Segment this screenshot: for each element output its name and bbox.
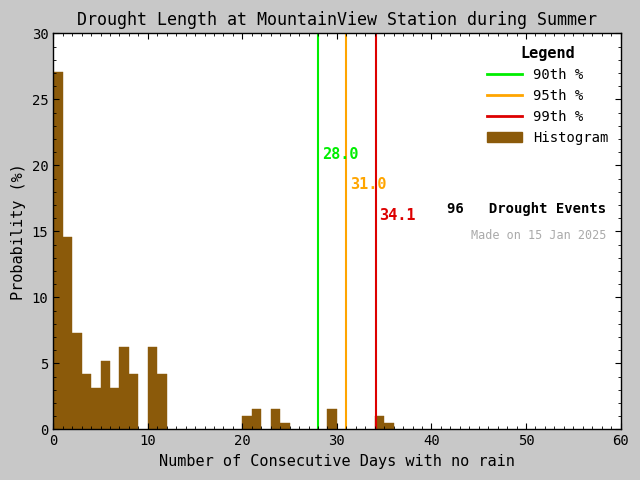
Bar — [157, 374, 167, 430]
Bar — [72, 333, 82, 430]
Bar — [148, 347, 157, 430]
Bar — [120, 347, 129, 430]
Text: Made on 15 Jan 2025: Made on 15 Jan 2025 — [471, 229, 606, 242]
Bar — [110, 388, 120, 430]
Bar — [328, 409, 337, 430]
Bar — [243, 416, 252, 430]
Legend: 90th %, 95th %, 99th %, Histogram: 90th %, 95th %, 99th %, Histogram — [481, 40, 614, 150]
Text: 34.1: 34.1 — [380, 207, 416, 223]
Bar — [100, 360, 110, 430]
Text: 31.0: 31.0 — [350, 177, 387, 192]
Bar — [252, 409, 261, 430]
Bar — [63, 237, 72, 430]
X-axis label: Number of Consecutive Days with no rain: Number of Consecutive Days with no rain — [159, 454, 515, 469]
Bar — [82, 374, 91, 430]
Bar — [384, 422, 394, 430]
Bar — [271, 409, 280, 430]
Bar — [280, 422, 290, 430]
Bar — [91, 388, 100, 430]
Bar — [129, 374, 138, 430]
Bar — [374, 416, 384, 430]
Y-axis label: Probability (%): Probability (%) — [11, 163, 26, 300]
Bar — [53, 72, 63, 430]
Text: 96   Drought Events: 96 Drought Events — [447, 202, 606, 216]
Text: 28.0: 28.0 — [322, 147, 358, 162]
Title: Drought Length at MountainView Station during Summer: Drought Length at MountainView Station d… — [77, 11, 597, 29]
